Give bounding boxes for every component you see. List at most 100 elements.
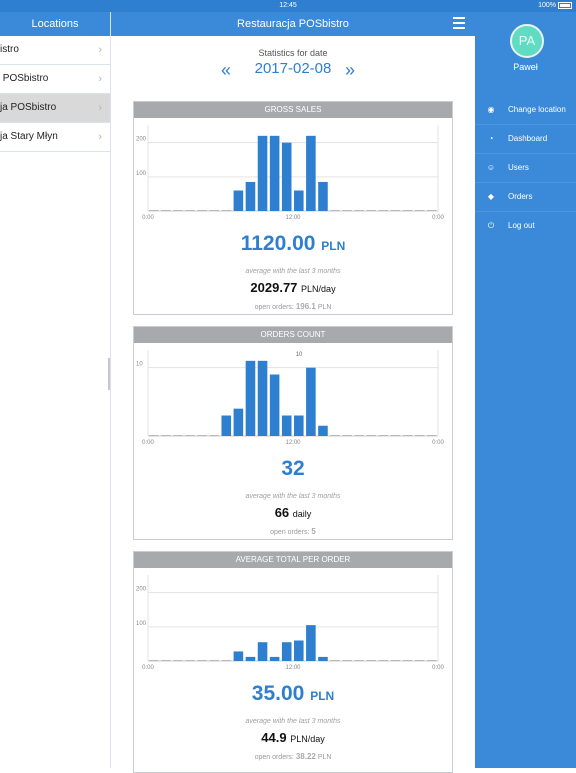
chevron-right-icon: › [98,102,102,114]
menu-label: Dashboard [508,134,548,143]
location-label: ja Stary Młyn [0,131,58,142]
x-tick-label: 0:00 [142,440,154,446]
x-tick-label: 0:00 [432,665,444,671]
bar [306,367,316,436]
menu-label: Log out [508,221,535,230]
bar [221,415,232,436]
panel-resize-handle[interactable] [108,358,110,390]
side-menu: PA Paweł ◉ Change location ◔ Dashboard ☺… [475,12,576,768]
date-caption: Statistics for date [258,48,328,58]
user-icon: ☺ [486,163,496,172]
bar [318,425,328,436]
bar [233,408,244,436]
location-label: ja POSbistro [0,102,57,113]
x-tick-label: 12:00 [285,665,301,671]
battery-indicator: 100% [538,0,572,12]
average-total-chart: 200 100 0:00 12:00 0:00 [136,575,444,671]
x-tick-label: 12:00 [285,440,301,446]
average-note: average with the last 3 months [245,718,341,725]
card-title: ORDERS COUNT [134,327,452,343]
date-selector: « 2017-02-08 » [111,60,475,80]
location-item[interactable]: POSbistro › [0,65,110,94]
double-chevron-left-icon[interactable]: « [221,60,232,80]
bar [257,360,268,436]
gross-sales-chart: 200 100 0:00 12:00 0:00 [136,125,444,221]
battery-icon [558,1,572,9]
double-chevron-right-icon[interactable]: » [345,60,356,80]
avatar[interactable]: PA [510,24,544,58]
bar [245,656,256,661]
open-orders: open orders: 38.22 PLN [254,752,332,761]
chevron-right-icon: › [98,131,102,143]
menu-log-out[interactable]: ⏻ Log out [475,212,576,240]
locations-panel: Locations istro › POSbistro › ja POSbistro… [0,12,111,768]
chevron-right-icon: › [98,44,102,56]
x-tick-label: 0:00 [432,440,444,446]
x-tick-label: 0:00 [432,215,444,221]
bar [294,640,304,661]
bar [269,656,280,661]
bar [233,651,244,661]
bar [245,181,256,211]
y-tick-label: 10 [136,362,143,368]
menu-label: Users [508,163,529,172]
selected-date[interactable]: 2017-02-08 [254,60,332,77]
orders-count-chart: 10 10 0:00 12:00 0:00 [136,350,444,446]
card-main-value: 32 [281,457,305,480]
card-main-value: 1120.00 PLN [240,232,346,255]
bar [233,190,244,211]
location-item[interactable]: istro › [0,36,110,65]
data-label: 10 [296,352,303,358]
location-label: POSbistro [0,73,49,84]
bar [294,190,304,211]
y-tick-label: 100 [136,171,147,177]
y-tick-label: 100 [136,621,147,627]
menu-label: Orders [508,192,533,201]
y-tick-label: 200 [136,587,147,593]
average-note: average with the last 3 months [245,268,341,275]
power-icon: ⏻ [487,221,495,230]
location-item-selected[interactable]: ja POSbistro › [0,94,110,123]
hamburger-menu-icon[interactable] [453,17,465,30]
tags-icon: ◆ [487,192,495,201]
locations-title: Locations [0,12,110,36]
bar [245,360,256,436]
bar [281,415,292,436]
menu-dashboard[interactable]: ◔ Dashboard [475,125,576,154]
average-value: 66 daily [274,505,312,520]
chevron-right-icon: › [98,73,102,85]
map-pin-icon: ◉ [487,105,495,114]
bar [281,142,292,211]
bar [257,642,268,661]
average-total-card: AVERAGE TOTAL PER ORDER 200 100 0:00 12:00 0… [133,551,453,773]
user-name: Paweł [513,62,538,72]
bar [306,625,316,661]
menu-label: Change location [508,105,566,114]
x-tick-label: 12:00 [285,215,301,221]
x-tick-label: 0:00 [142,665,154,671]
bar [269,135,280,211]
average-note: average with the last 3 months [245,493,341,500]
menu-change-location[interactable]: ◉ Change location [475,96,576,125]
status-time: 12:45 [279,2,297,9]
bar [318,181,328,211]
card-title: GROSS SALES [134,102,452,118]
open-orders: open orders: 196.1 PLN [254,302,332,311]
main-header: Restauracja POSbistro [111,12,475,36]
average-value: 2029.77 PLN/day [250,280,336,295]
x-tick-label: 0:00 [142,215,154,221]
card-main-value: 35.00 PLN [251,682,335,705]
orders-count-card: ORDERS COUNT 10 10 0:00 12:00 0:00 32 averag… [133,326,453,540]
y-tick-label: 200 [136,137,147,143]
bar [257,135,268,211]
bar [281,642,292,661]
page-title: Restauracja POSbistro [237,18,349,30]
gross-sales-card: GROSS SALES 200 100 0:00 12:00 0:00 1120.00 … [133,101,453,315]
menu-users[interactable]: ☺ Users [475,154,576,183]
location-item[interactable]: ja Stary Młyn › [0,123,110,152]
menu-orders[interactable]: ◆ Orders [475,183,576,212]
battery-percent: 100% [538,2,556,9]
average-value: 44.9 PLN/day [261,730,325,745]
bar [294,415,304,436]
bar [306,135,316,211]
